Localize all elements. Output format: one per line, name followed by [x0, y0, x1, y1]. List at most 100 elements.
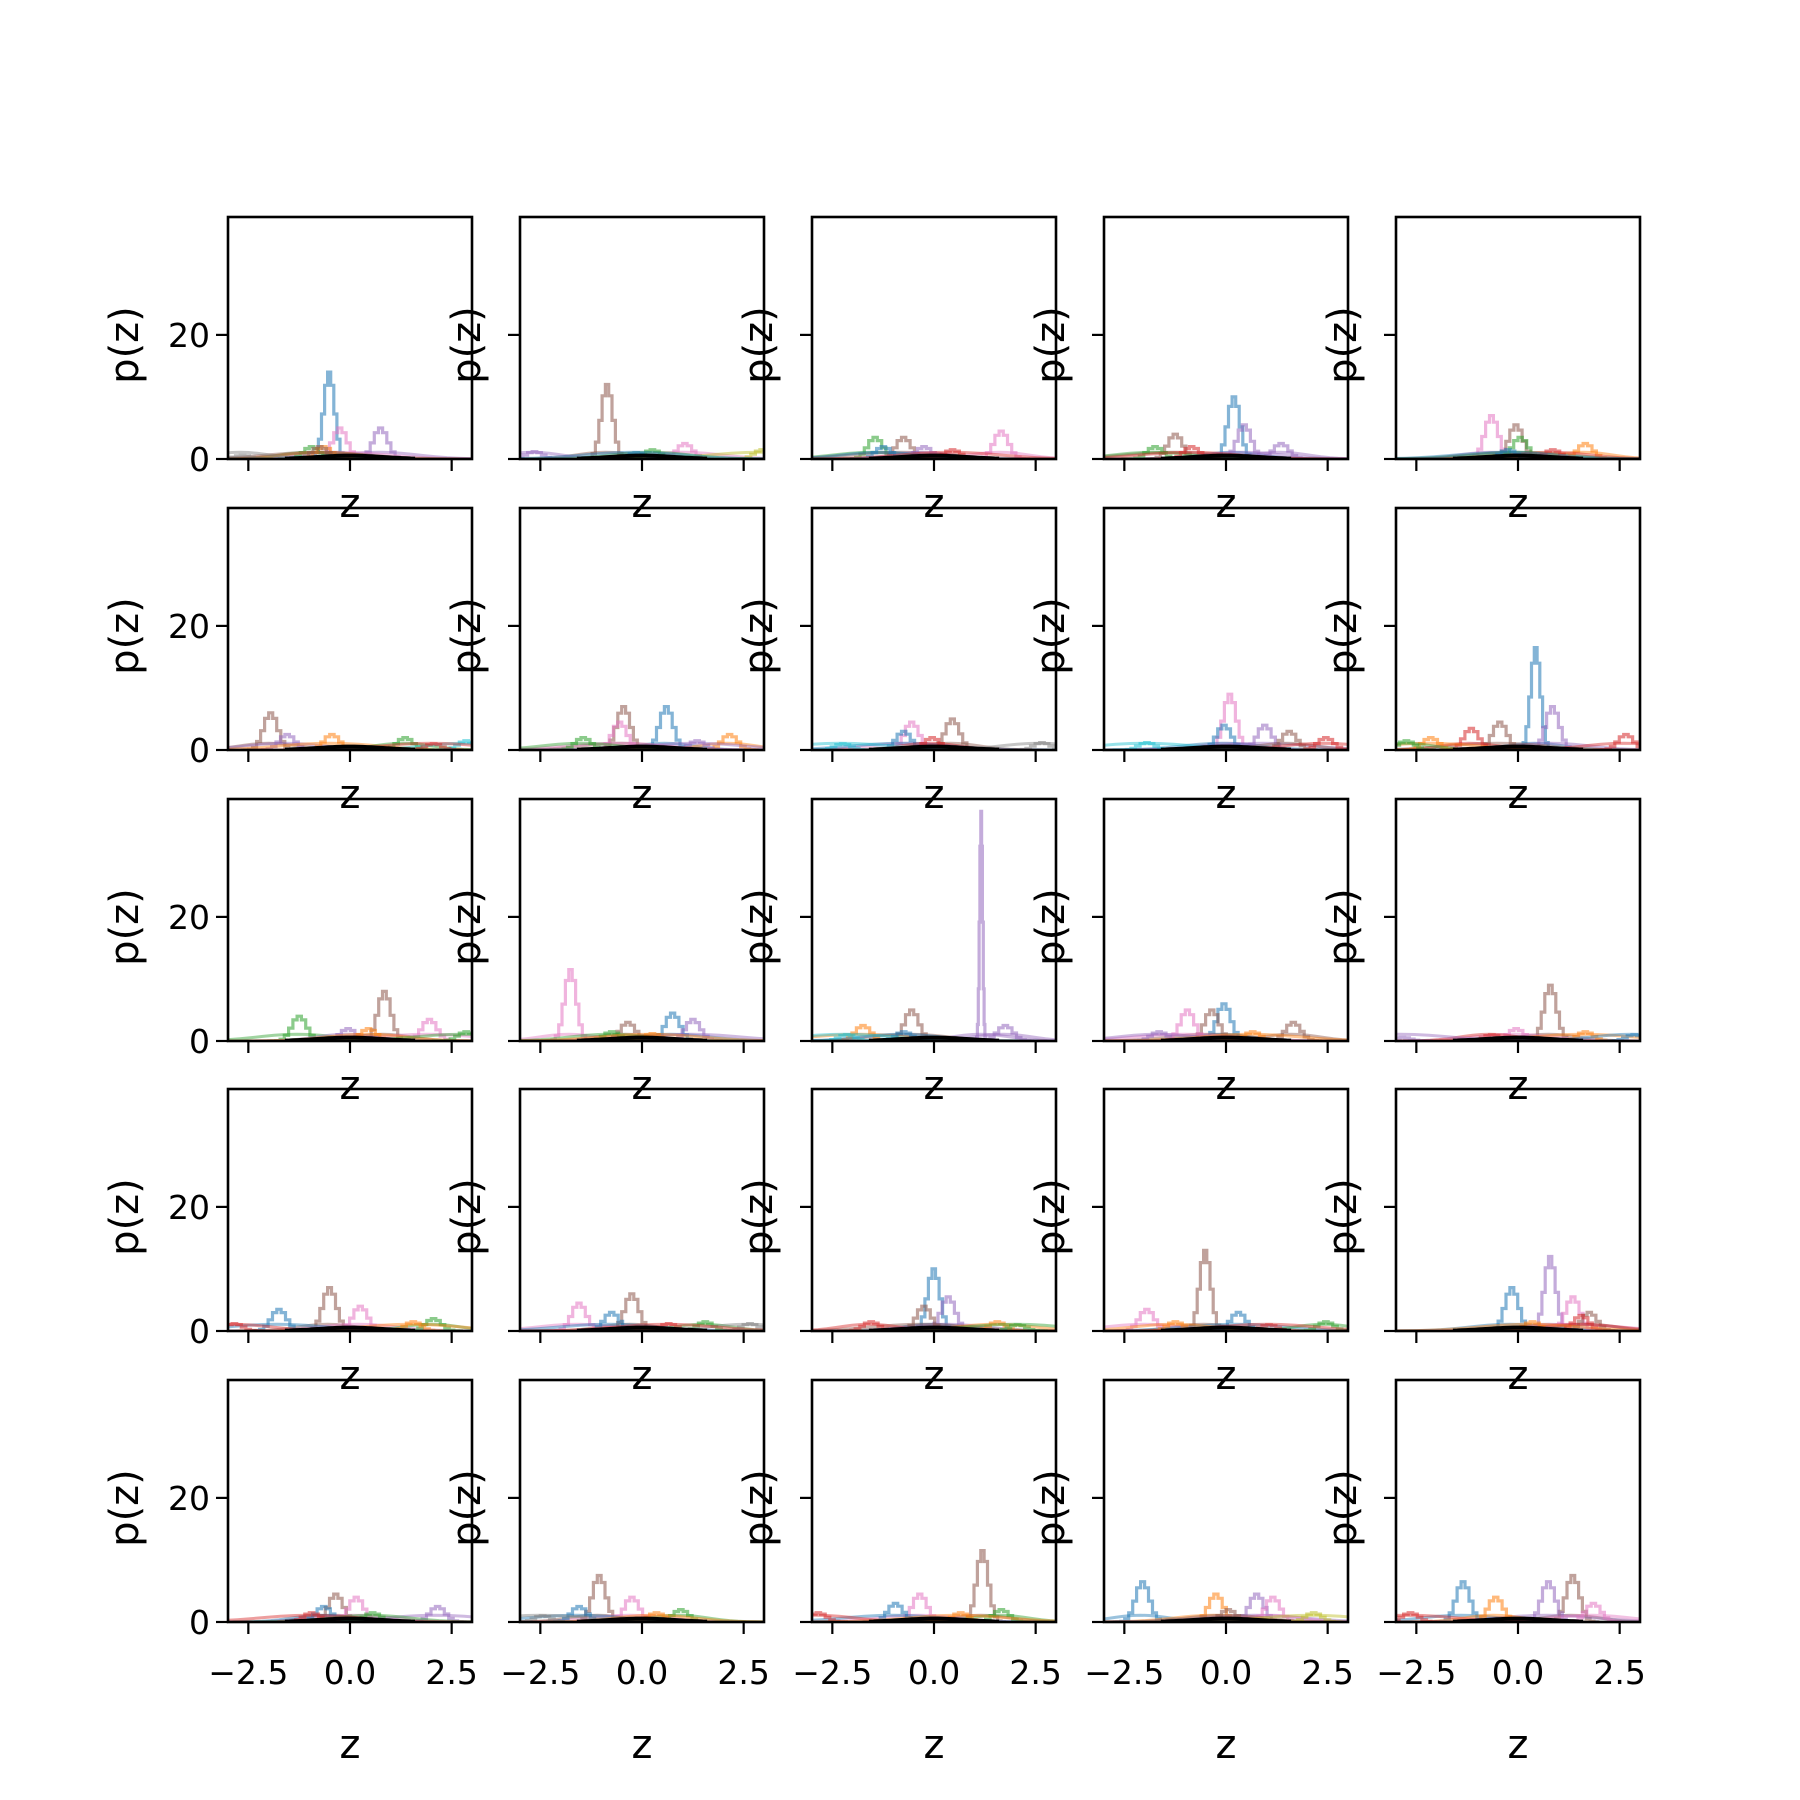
- x-axis-label: z: [1216, 481, 1237, 527]
- subplot-r1-c5: z p(z): [1320, 215, 1642, 527]
- y-tick-label: 20: [168, 898, 210, 937]
- y-axis-label: p(z): [736, 888, 782, 966]
- y-tick-label: 20: [168, 316, 210, 355]
- subplot-r3-c1: 0 20 z p(z): [102, 797, 474, 1109]
- mean-curve: [1160, 1035, 1292, 1041]
- x-axis-label: z: [632, 1353, 653, 1399]
- y-axis-label: p(z): [102, 1178, 148, 1256]
- y-tick-label: 0: [189, 1312, 210, 1351]
- y-axis-label: p(z): [736, 1469, 782, 1547]
- subplot-r2-c1: 0 20 z p(z): [102, 506, 474, 818]
- y-axis-label: p(z): [1028, 306, 1074, 384]
- y-tick-label: 20: [168, 1479, 210, 1518]
- mean-curve: [284, 1035, 416, 1041]
- y-tick-label: 0: [189, 1022, 210, 1061]
- y-axis-label: p(z): [444, 597, 490, 675]
- subplot-r4-c5: z p(z): [1320, 1087, 1642, 1399]
- subplot-r1-c4: z p(z): [1028, 215, 1350, 527]
- x-axis-label: z: [1216, 1063, 1237, 1109]
- x-axis-label: z: [632, 772, 653, 818]
- subplot-r4-c1: 0 20 z p(z): [102, 1087, 474, 1399]
- y-axis-label: p(z): [1320, 597, 1366, 675]
- y-axis-label: p(z): [102, 597, 148, 675]
- x-axis-label: z: [1216, 1722, 1237, 1768]
- subplot-r1-c3: z p(z): [736, 215, 1058, 527]
- subplot-r5-c3: −2.5 0.0 2.5 z p(z): [736, 1378, 1062, 1768]
- mean-curve: [1452, 1616, 1584, 1622]
- x-axis-label: z: [1508, 1063, 1529, 1109]
- x-axis-label: z: [924, 1722, 945, 1768]
- subplot-r2-c4: z p(z): [1028, 506, 1350, 818]
- subplot-r1-c2: z p(z): [444, 215, 766, 527]
- subplot-r3-c3: z p(z): [736, 797, 1058, 1109]
- y-tick-label: 0: [189, 731, 210, 770]
- y-tick-label: 0: [189, 1603, 210, 1642]
- y-axis-label: p(z): [444, 888, 490, 966]
- x-axis-label: z: [924, 772, 945, 818]
- subplot-r3-c5: z p(z): [1320, 797, 1642, 1109]
- subplot-r5-c1: 0 20 −2.5 0.0 2.5 z p(z): [102, 1378, 478, 1768]
- x-axis-label: z: [632, 1063, 653, 1109]
- x-axis-label: z: [924, 1063, 945, 1109]
- y-axis-label: p(z): [1028, 1178, 1074, 1256]
- y-tick-label: 0: [189, 440, 210, 479]
- x-tick-label: −2.5: [1376, 1653, 1456, 1692]
- x-tick-label: 2.5: [717, 1653, 769, 1692]
- x-axis-label: z: [340, 1063, 361, 1109]
- x-tick-label: 0.0: [324, 1653, 376, 1692]
- x-tick-label: 0.0: [1200, 1653, 1252, 1692]
- y-axis-label: p(z): [1028, 597, 1074, 675]
- x-tick-label: −2.5: [500, 1653, 580, 1692]
- subplot-r3-c4: z p(z): [1028, 797, 1350, 1109]
- y-axis-label: p(z): [1320, 1469, 1366, 1547]
- x-axis-label: z: [340, 772, 361, 818]
- x-tick-label: 2.5: [1593, 1653, 1645, 1692]
- subplot-r4-c4: z p(z): [1028, 1087, 1350, 1399]
- mean-curve: [576, 1035, 708, 1041]
- x-tick-label: 2.5: [1009, 1653, 1061, 1692]
- subplot-r4-c3: z p(z): [736, 1087, 1058, 1399]
- y-axis-label: p(z): [1320, 1178, 1366, 1256]
- y-axis-label: p(z): [1320, 888, 1366, 966]
- x-tick-label: −2.5: [208, 1653, 288, 1692]
- x-axis-label: z: [340, 1722, 361, 1768]
- mean-curve: [1452, 1325, 1584, 1331]
- y-tick-label: 20: [168, 607, 210, 646]
- subplot-r1-c1: 0 20 z p(z): [102, 215, 474, 527]
- subplot-r4-c2: z p(z): [444, 1087, 766, 1399]
- x-tick-label: 2.5: [425, 1653, 477, 1692]
- subplot-r2-c5: z p(z): [1320, 506, 1642, 818]
- mean-curve: [868, 1616, 1000, 1622]
- x-axis-label: z: [924, 1353, 945, 1399]
- mean-curve: [576, 1325, 708, 1331]
- x-axis-label: z: [1508, 481, 1529, 527]
- y-tick-label: 20: [168, 1188, 210, 1227]
- subplot-r5-c4: −2.5 0.0 2.5 z p(z): [1028, 1378, 1354, 1768]
- y-axis-label: p(z): [1028, 1469, 1074, 1547]
- y-axis-label: p(z): [736, 1178, 782, 1256]
- x-axis-label: z: [1216, 1353, 1237, 1399]
- y-axis-label: p(z): [102, 306, 148, 384]
- y-axis-label: p(z): [444, 306, 490, 384]
- mean-curve: [284, 1325, 416, 1331]
- mean-curve: [1160, 1616, 1292, 1622]
- mean-curve: [1160, 1325, 1292, 1331]
- subplot-r2-c2: z p(z): [444, 506, 766, 818]
- mean-curve: [576, 1616, 708, 1622]
- x-axis-label: z: [340, 1353, 361, 1399]
- subplot-r3-c2: z p(z): [444, 797, 766, 1109]
- x-tick-label: 0.0: [616, 1653, 668, 1692]
- x-tick-label: 0.0: [1492, 1653, 1544, 1692]
- x-tick-label: −2.5: [792, 1653, 872, 1692]
- y-axis-label: p(z): [736, 306, 782, 384]
- y-axis-label: p(z): [102, 888, 148, 966]
- mean-curve: [284, 1616, 416, 1622]
- y-axis-label: p(z): [1320, 306, 1366, 384]
- x-axis-label: z: [632, 481, 653, 527]
- subplot-r2-c3: z p(z): [736, 506, 1058, 818]
- y-axis-label: p(z): [102, 1469, 148, 1547]
- x-axis-label: z: [1508, 772, 1529, 818]
- subplot-grid: 0 20 z p(z) z p(z) z p(z) z p(z) z p(z) 0 20 z p(z) z p(z…: [102, 215, 1646, 1768]
